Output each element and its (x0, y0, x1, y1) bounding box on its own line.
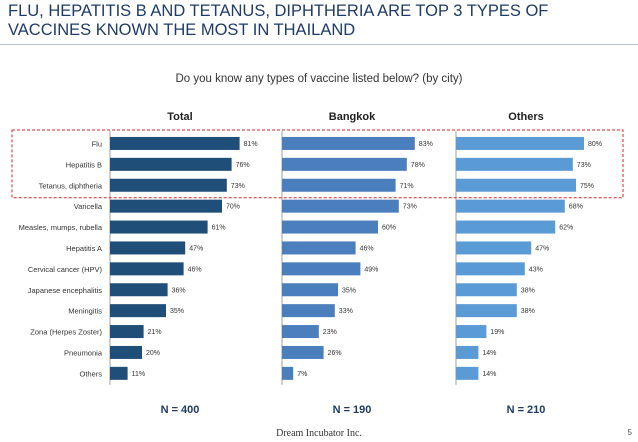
bar-others-zona-herpes-zoster (456, 325, 487, 339)
panel-title-total: Total (167, 111, 192, 123)
bar-others-tetanus-diphtheria (456, 178, 576, 192)
data-label-others-pneumonia: 14% (482, 350, 496, 357)
category-label-pneumonia: Pneumonia (64, 348, 103, 357)
data-label-others-cervical-cancer-hpv: 43% (529, 266, 543, 273)
category-label-hepatitis-a: Hepatitis A (66, 244, 102, 253)
bar-bangkok-hepatitis-b (282, 157, 407, 171)
data-label-bangkok-others: 7% (297, 371, 307, 378)
data-label-bangkok-zona-herpes-zoster: 23% (323, 329, 337, 336)
data-label-total-japanese-encephalitis: 36% (172, 287, 186, 294)
data-label-others-flu: 80% (588, 141, 602, 148)
bar-others-others (456, 366, 479, 380)
sample-size-bangkok: N = 190 (333, 404, 372, 416)
bar-others-pneumonia (456, 345, 479, 359)
bar-total-pneumonia (110, 345, 142, 359)
bar-bangkok-cervical-cancer-hpv (282, 262, 361, 276)
panel-title-others: Others (508, 111, 543, 123)
category-label-cervical-cancer-hpv: Cervical cancer (HPV) (28, 265, 103, 274)
bar-total-zona-herpes-zoster (110, 325, 144, 339)
data-label-total-pneumonia: 20% (146, 350, 160, 357)
data-label-total-hepatitis-a: 47% (189, 245, 203, 252)
bar-bangkok-flu (282, 136, 415, 150)
data-label-total-hepatitis-b: 76% (236, 162, 250, 169)
bar-bangkok-tetanus-diphtheria (282, 178, 396, 192)
data-label-others-tetanus-diphtheria: 75% (580, 183, 594, 190)
data-label-bangkok-meningitis: 33% (339, 308, 353, 315)
data-label-others-hepatitis-a: 47% (535, 245, 549, 252)
data-label-others-japanese-encephalitis: 38% (521, 287, 535, 294)
bar-total-measles-mumps-rubella (110, 220, 208, 234)
top3-highlight-box (11, 129, 624, 199)
category-label-meningitis: Meningitis (68, 307, 102, 316)
data-label-others-measles-mumps-rubella: 62% (559, 225, 573, 232)
sample-size-others: N = 210 (507, 404, 546, 416)
sample-size-total: N = 400 (161, 404, 200, 416)
data-label-total-others: 11% (132, 371, 146, 378)
bar-others-hepatitis-b (456, 157, 573, 171)
bar-total-varicella (110, 199, 222, 213)
bar-others-cervical-cancer-hpv (456, 262, 525, 276)
title-divider (0, 44, 638, 45)
data-label-bangkok-hepatitis-a: 46% (360, 245, 374, 252)
bar-total-tetanus-diphtheria (110, 178, 227, 192)
bar-bangkok-japanese-encephalitis (282, 283, 338, 297)
category-label-others: Others (79, 369, 102, 378)
bar-total-hepatitis-b (110, 157, 232, 171)
data-label-bangkok-flu: 83% (419, 141, 433, 148)
category-label-measles-mumps-rubella: Measles, mumps, rubella (19, 223, 103, 232)
bar-total-japanese-encephalitis (110, 283, 168, 297)
bar-others-japanese-encephalitis (456, 283, 517, 297)
bar-others-hepatitis-a (456, 241, 532, 255)
category-label-varicella: Varicella (74, 202, 103, 211)
bar-others-measles-mumps-rubella (456, 220, 556, 234)
bar-bangkok-varicella (282, 199, 399, 213)
category-label-hepatitis-b: Hepatitis B (66, 160, 102, 169)
chart-subtitle: Do you know any types of vaccine listed … (175, 73, 463, 85)
bar-others-flu (456, 136, 584, 150)
data-label-total-cervical-cancer-hpv: 46% (188, 266, 202, 273)
data-label-total-varicella: 70% (226, 204, 240, 211)
bar-total-cervical-cancer-hpv (110, 262, 184, 276)
bar-total-others (110, 366, 128, 380)
bar-bangkok-zona-herpes-zoster (282, 325, 319, 339)
data-label-total-measles-mumps-rubella: 61% (212, 225, 226, 232)
data-label-total-meningitis: 35% (170, 308, 184, 315)
data-label-total-tetanus-diphtheria: 73% (231, 183, 245, 190)
footer-company: Dream Incubator Inc. (276, 428, 362, 439)
category-label-zona-herpes-zoster: Zona (Herpes Zoster) (30, 328, 102, 337)
bar-bangkok-meningitis (282, 304, 335, 318)
bar-total-flu (110, 136, 240, 150)
category-label-tetanus-diphtheria: Tetanus, diphtheria (39, 181, 103, 190)
bar-bangkok-others (282, 366, 294, 380)
bar-bangkok-pneumonia (282, 345, 324, 359)
data-label-bangkok-varicella: 73% (403, 204, 417, 211)
data-label-total-zona-herpes-zoster: 21% (148, 329, 162, 336)
data-label-others-varicella: 68% (569, 204, 583, 211)
panel-title-bangkok: Bangkok (329, 111, 376, 123)
bar-bangkok-hepatitis-a (282, 241, 356, 255)
page-number: 5 (627, 428, 632, 437)
data-label-total-flu: 81% (244, 141, 258, 148)
bar-others-meningitis (456, 304, 517, 318)
category-label-flu: Flu (92, 139, 102, 148)
data-label-bangkok-measles-mumps-rubella: 60% (382, 225, 396, 232)
bar-total-meningitis (110, 304, 166, 318)
bar-others-varicella (456, 199, 565, 213)
data-label-bangkok-pneumonia: 26% (328, 350, 342, 357)
data-label-others-meningitis: 38% (521, 308, 535, 315)
data-label-bangkok-hepatitis-b: 78% (411, 162, 425, 169)
category-label-japanese-encephalitis: Japanese encephalitis (28, 286, 102, 295)
data-label-others-zona-herpes-zoster: 19% (490, 329, 504, 336)
bar-bangkok-measles-mumps-rubella (282, 220, 378, 234)
data-label-bangkok-japanese-encephalitis: 35% (342, 287, 356, 294)
slide-title: FLU, HEPATITIS B AND TETANUS, DIPHTHERIA… (8, 2, 549, 39)
data-label-bangkok-tetanus-diphtheria: 71% (400, 183, 414, 190)
data-label-others-hepatitis-b: 73% (577, 162, 591, 169)
data-label-bangkok-cervical-cancer-hpv: 49% (364, 266, 378, 273)
data-label-others-others: 14% (482, 371, 496, 378)
bar-total-hepatitis-a (110, 241, 186, 255)
